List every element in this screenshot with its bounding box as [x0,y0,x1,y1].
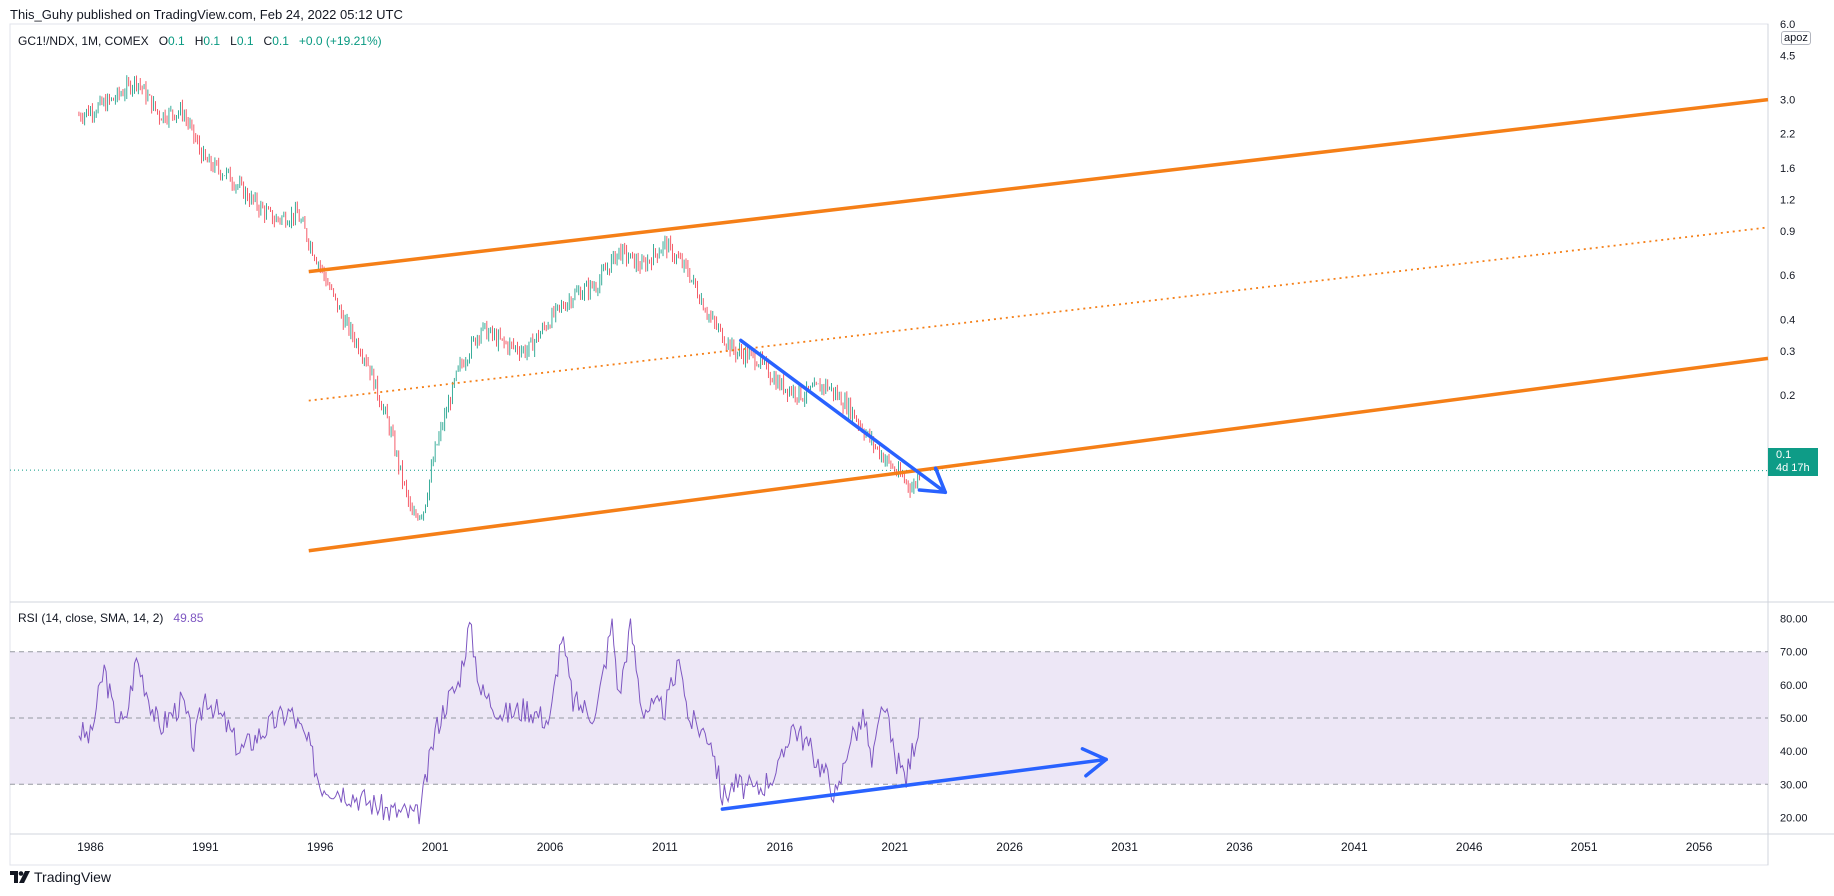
time-tick-label: 2056 [1686,840,1713,854]
price-tick-label: 0.6 [1780,270,1795,282]
price-axis: 0.10.20.30.40.60.91.21.62.23.04.56.0 [1780,19,1795,478]
time-tick-label: 2046 [1456,840,1483,854]
current-price-badge: 0.1 4d 17h [1768,448,1818,476]
current-price-value: 0.1 [1776,449,1792,461]
rsi-tick-label: 70.00 [1780,647,1808,659]
brand-footer[interactable]: TradingView [10,869,111,885]
rsi-tick-label: 80.00 [1780,614,1808,626]
price-tick-label: 0.3 [1780,346,1795,358]
rsi-arrow-shaft [720,757,1108,811]
time-tick-label: 2001 [422,840,449,854]
rsi-tick-label: 60.00 [1780,680,1808,692]
low-value: 0.1 [236,34,254,48]
price-tick-label: 3.0 [1780,95,1795,107]
time-tick-label: 2021 [881,840,908,854]
brand-name: TradingView [34,869,112,885]
bar-countdown: 4d 17h [1776,462,1810,474]
close-label: C [263,34,273,48]
time-axis: 1986 1991 1996 2001 2006 2011 2016 2021 2026 2031… [77,840,1713,854]
main-downtrend-arrow [739,338,948,495]
time-tick-label: 2041 [1341,840,1368,854]
time-tick-label: 2036 [1226,840,1253,854]
rsi-uptrend-arrow [720,747,1108,811]
time-tick-label: 2051 [1571,840,1598,854]
rsi-arrow-head [1080,747,1108,778]
rsi-axis: 20.00 30.00 40.00 50.00 60.00 70.00 80.00 [1780,614,1808,825]
channel-mid-dotted-line [308,226,1769,402]
high-label: H [194,34,204,48]
price-tick-label: 6.0 [1780,19,1795,31]
main-arrow-head [917,466,948,495]
high-value: 0.1 [203,34,221,48]
price-tick-label: 2.2 [1780,128,1795,140]
price-tick-label: 1.2 [1780,195,1795,207]
channel-lower-line [308,356,1769,553]
candle-series [78,75,921,521]
scale-mode-badge[interactable]: apoz [1781,31,1811,45]
open-label: O [158,34,169,48]
chart-frame [9,23,1834,866]
price-tick-label: 0.4 [1780,314,1795,326]
time-tick-label: 1991 [192,840,219,854]
low-label: L [230,34,237,48]
rsi-value: 49.85 [173,611,204,625]
main-legend: GC1!/NDX, 1M, COMEX O0.1 H0.1 L0.1 C0.1 … [18,34,382,48]
rsi-line [78,618,921,825]
time-tick-label: 2016 [766,840,793,854]
open-value: 0.1 [168,34,185,48]
rsi-legend: RSI (14, close, SMA, 14, 2) 49.85 [18,611,203,625]
close-value: 0.1 [272,34,289,48]
price-tick-label: 1.6 [1780,163,1795,175]
time-tick-label: 2011 [652,840,678,854]
rsi-series [78,618,921,825]
main-arrow-shaft [739,338,948,495]
channel-upper-line [308,97,1769,274]
time-tick-label: 2031 [1111,840,1138,854]
main-pane [9,469,1769,472]
price-tick-label: 4.5 [1780,50,1795,62]
price-tick-label: 0.2 [1780,390,1795,402]
publisher-line: This_Guhy published on TradingView.com, … [10,7,403,22]
time-tick-label: 1986 [77,840,104,854]
rsi-tick-label: 50.00 [1780,713,1808,725]
rsi-tick-label: 30.00 [1780,779,1808,791]
current-price-line [9,469,1769,472]
rsi-tick-label: 20.00 [1780,812,1808,824]
rsi-tick-label: 40.00 [1780,746,1808,758]
time-tick-label: 1996 [307,840,334,854]
price-tick-label: 0.9 [1780,226,1795,238]
tradingview-logo-icon [10,871,30,883]
time-tick-label: 2006 [537,840,564,854]
time-tick-label: 2026 [996,840,1023,854]
rsi-label: RSI (14, close, SMA, 14, 2) [18,611,164,625]
symbol-label: GC1!/NDX, 1M, COMEX [18,34,149,48]
trend-channel [308,97,1769,553]
change-value: +0.0 (+19.21%) [298,34,382,48]
